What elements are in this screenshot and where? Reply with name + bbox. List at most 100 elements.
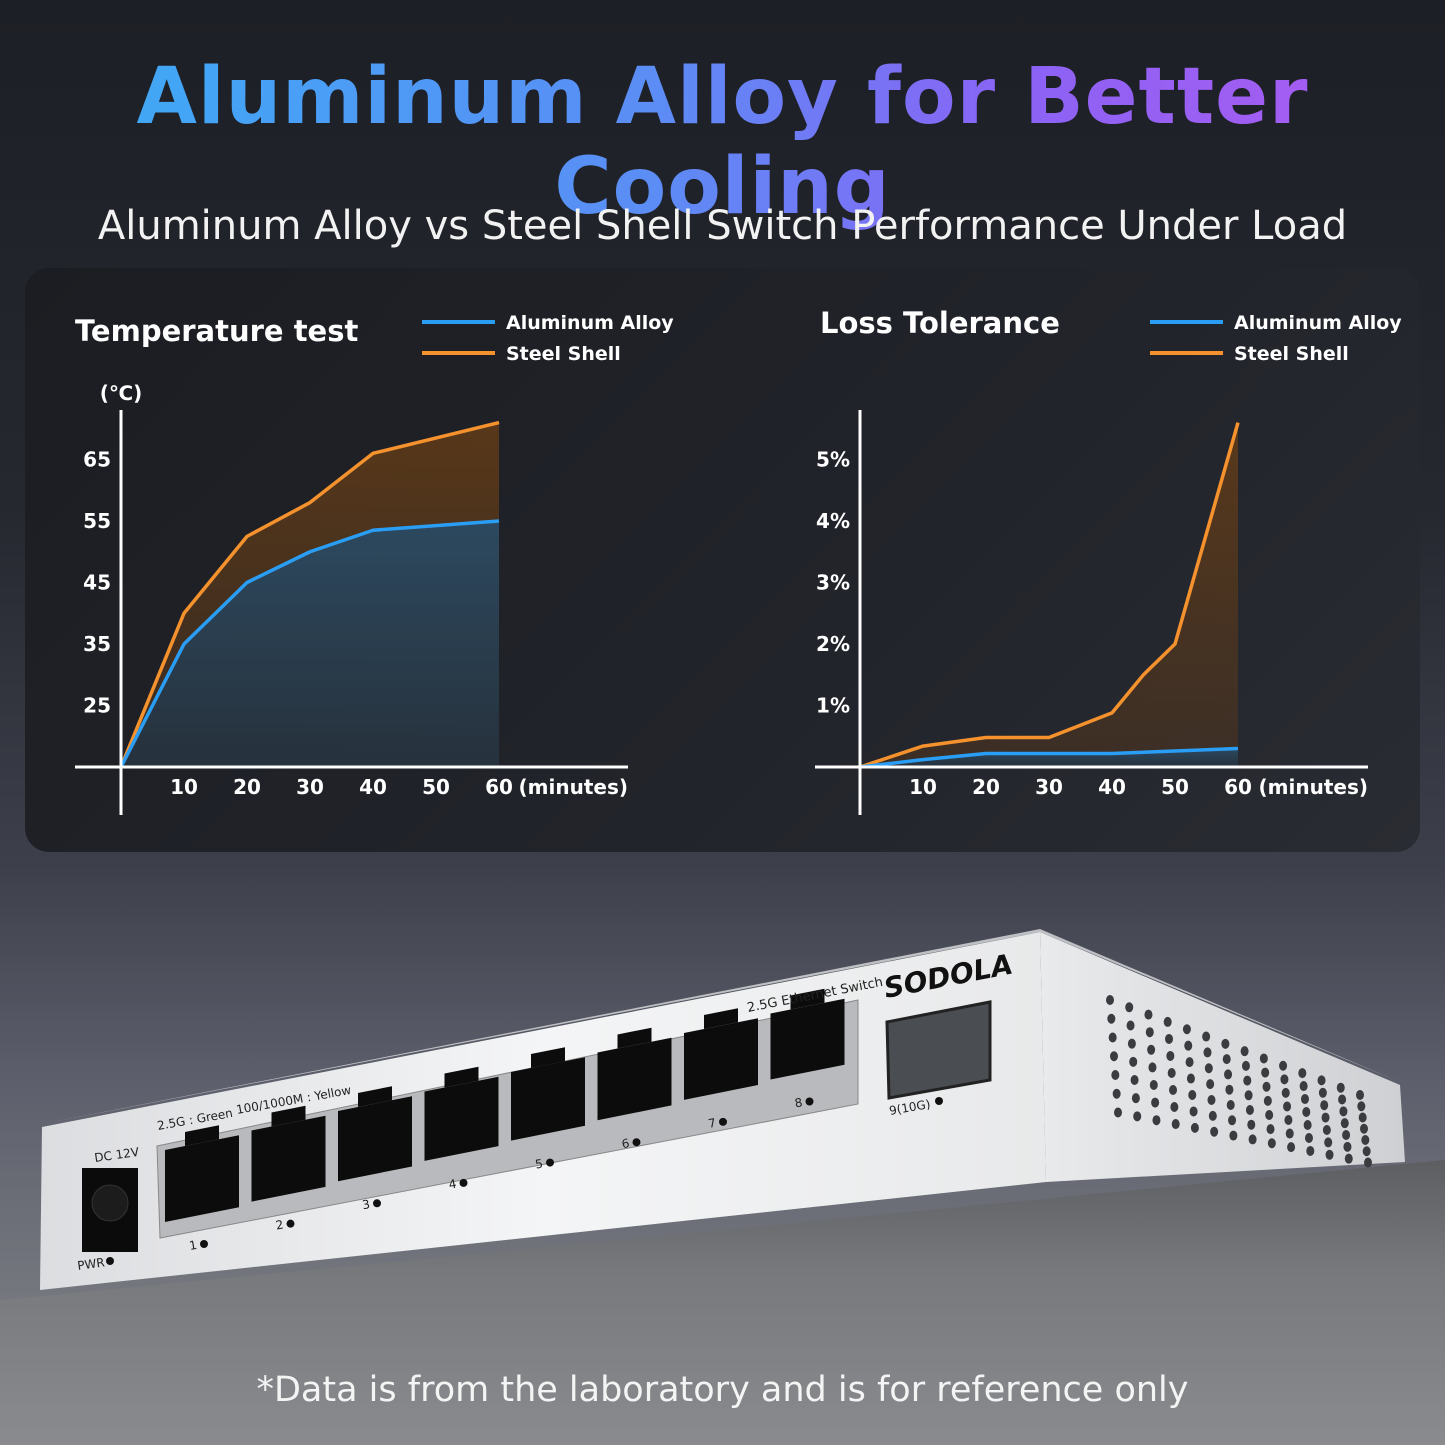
port-led [719,1117,727,1126]
y-tick-label: 2% [816,632,850,656]
vent-hole [1247,1119,1256,1130]
vent-hole [1259,1053,1268,1064]
chart-title: Temperature test [75,314,358,348]
vent-hole [1190,1122,1199,1133]
vent-hole [1244,1090,1253,1101]
vent-hole [1248,1134,1257,1145]
vent-hole [1320,1100,1329,1111]
ethernet-port [597,1037,672,1121]
vent-hole [1280,1074,1289,1085]
vent-hole [1127,1038,1136,1049]
port-latch-notch [358,1086,392,1107]
area-aluminum-alloy [121,521,499,767]
vent-hole [1229,1130,1238,1141]
y-tick-label: 45 [83,571,111,595]
vent-hole [1281,1087,1290,1098]
vent-hole [1147,1044,1156,1055]
vent-hole [1108,1032,1117,1043]
vent-hole [1130,1075,1139,1085]
port-latch-notch [531,1047,565,1068]
x-axis-label: (minutes) [1259,775,1368,799]
vent-hole [1148,1062,1157,1073]
vent-hole [1262,1081,1271,1092]
ethernet-ports: 1 2 3 4 5 6 7 8 [156,988,859,1253]
x-tick-label: 50 [1161,775,1189,799]
vent-hole [1241,1060,1250,1071]
vent-hole [1170,1102,1179,1113]
vent-hole [1283,1101,1292,1112]
vent-hole [1321,1112,1330,1123]
port-number-label: 6 [621,1136,631,1151]
port-led [373,1199,381,1208]
temperature-chart: 10 20 30 40 50 60 25 35 45 55 65 (minutes) (℃) Temper… [75,312,674,815]
x-tick-label: 60 [485,775,513,799]
vent-hole [1298,1068,1307,1079]
vent-hole [1284,1115,1293,1125]
port-led [286,1219,295,1228]
vent-hole [1306,1145,1315,1156]
series-line-steel-shell [119,420,500,768]
port-number-label: 8 [794,1095,804,1110]
vent-hole [1265,1110,1274,1120]
vent-hole [1144,1009,1153,1020]
vent-hole [1152,1115,1161,1126]
page-subtitle: Aluminum Alloy vs Steel Shell Switch Per… [97,203,1348,249]
vent-hole [1285,1128,1294,1139]
vent-hole [1112,1088,1121,1099]
vent-hole [1322,1125,1331,1135]
vent-hole [1303,1120,1312,1130]
vent-hole [1318,1087,1327,1098]
vent-hole [1343,1141,1352,1152]
y-tick-label: 5% [816,448,850,472]
port-latch-notch [617,1027,652,1049]
port-number-label: 3 [361,1197,371,1212]
x-tick-label: 40 [1098,775,1126,799]
vent-hole [1184,1040,1193,1051]
port-number-label: 4 [448,1177,458,1192]
ethernet-port [424,1076,499,1161]
vent-hole [1261,1067,1270,1078]
vent-hole [1325,1149,1334,1160]
x-tick-label: 60 [1224,775,1252,799]
vent-hole [1361,1135,1370,1145]
x-axis-label: (minutes) [519,775,628,799]
y-tick-label: 65 [83,448,111,472]
switch-side-face [1040,932,1405,1182]
legend-label: Aluminum Alloy [1234,312,1402,334]
port-latch-notch [444,1066,479,1088]
vent-hole [1266,1124,1275,1135]
pwr-label: PWR [76,1255,105,1273]
vent-hole [1357,1101,1366,1112]
vent-hole [1300,1094,1309,1105]
ethernet-port [165,1135,239,1222]
vent-hole [1208,1110,1217,1121]
x-tick-label: 10 [170,775,198,799]
vent-hole [1131,1093,1140,1104]
vent-hole [1224,1069,1233,1080]
vent-hole [1243,1075,1252,1086]
x-tick-label: 20 [233,775,261,799]
sfp-port [885,1000,992,1100]
loss-tolerance-chart: 10 20 30 40 50 60 1% 2% 3% 4% 5% (minutes) Loss Tole… [815,306,1402,815]
vent-hole [1111,1070,1120,1080]
sfp-led [935,1097,943,1105]
vent-hole [1342,1130,1351,1140]
port-number-label: 2 [275,1217,285,1232]
page-title: Aluminum Alloy for Better Cooling [0,52,1445,232]
ethernet-port [770,998,845,1080]
ethernet-port [251,1115,326,1202]
vent-hole [1299,1081,1308,1092]
vent-hole [1324,1137,1333,1148]
vent-hole [1267,1138,1276,1149]
vent-hole [1110,1051,1118,1062]
x-tick-label: 50 [422,775,450,799]
vent-hole [1226,1100,1235,1110]
vent-hole [1360,1123,1368,1134]
x-tick-label: 20 [972,775,1000,799]
port-led [632,1138,641,1147]
vent-hole [1356,1090,1364,1100]
vent-hole [1202,1031,1211,1042]
y-tick-label: 35 [83,632,111,656]
vent-hole [1210,1126,1219,1137]
